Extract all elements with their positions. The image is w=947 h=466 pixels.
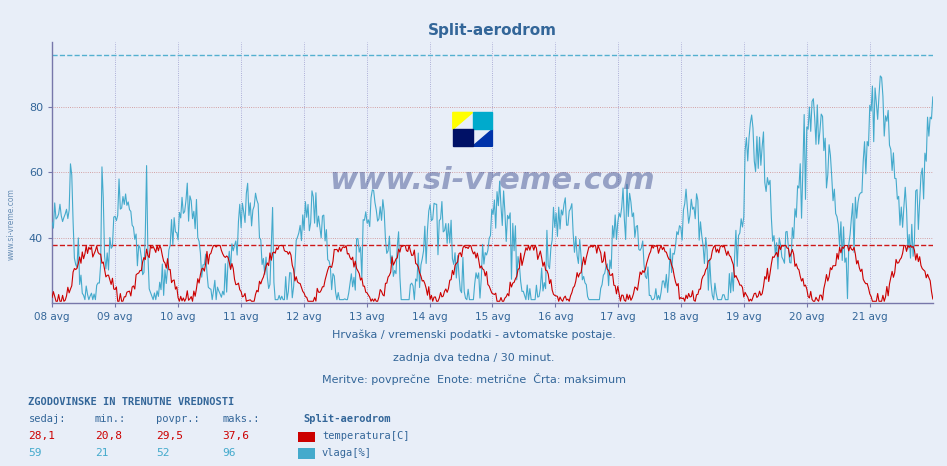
Text: 20,8: 20,8	[95, 431, 122, 441]
Text: 29,5: 29,5	[156, 431, 184, 441]
Text: vlaga[%]: vlaga[%]	[322, 448, 372, 458]
Text: 59: 59	[28, 448, 42, 458]
Text: 21: 21	[95, 448, 108, 458]
Polygon shape	[473, 130, 492, 146]
Text: temperatura[C]: temperatura[C]	[322, 431, 409, 441]
Text: 96: 96	[223, 448, 236, 458]
Text: povpr.:: povpr.:	[156, 414, 200, 424]
Polygon shape	[453, 112, 473, 130]
Text: Hrvaška / vremenski podatki - avtomatske postaje.: Hrvaška / vremenski podatki - avtomatske…	[331, 329, 616, 340]
Text: www.si-vreme.com: www.si-vreme.com	[330, 166, 655, 195]
Text: Meritve: povprečne  Enote: metrične  Črta: maksimum: Meritve: povprečne Enote: metrične Črta:…	[321, 373, 626, 385]
Polygon shape	[453, 130, 473, 146]
Text: Split-aerodrom: Split-aerodrom	[303, 414, 390, 424]
Text: sedaj:: sedaj:	[28, 414, 66, 424]
Text: min.:: min.:	[95, 414, 126, 424]
Text: www.si-vreme.com: www.si-vreme.com	[7, 188, 16, 260]
Text: zadnja dva tedna / 30 minut.: zadnja dva tedna / 30 minut.	[393, 353, 554, 363]
Text: ZGODOVINSKE IN TRENUTNE VREDNOSTI: ZGODOVINSKE IN TRENUTNE VREDNOSTI	[28, 397, 235, 407]
Text: 52: 52	[156, 448, 170, 458]
Text: maks.:: maks.:	[223, 414, 260, 424]
Title: Split-aerodrom: Split-aerodrom	[428, 23, 557, 38]
Text: 28,1: 28,1	[28, 431, 56, 441]
Text: 37,6: 37,6	[223, 431, 250, 441]
Polygon shape	[473, 112, 492, 130]
